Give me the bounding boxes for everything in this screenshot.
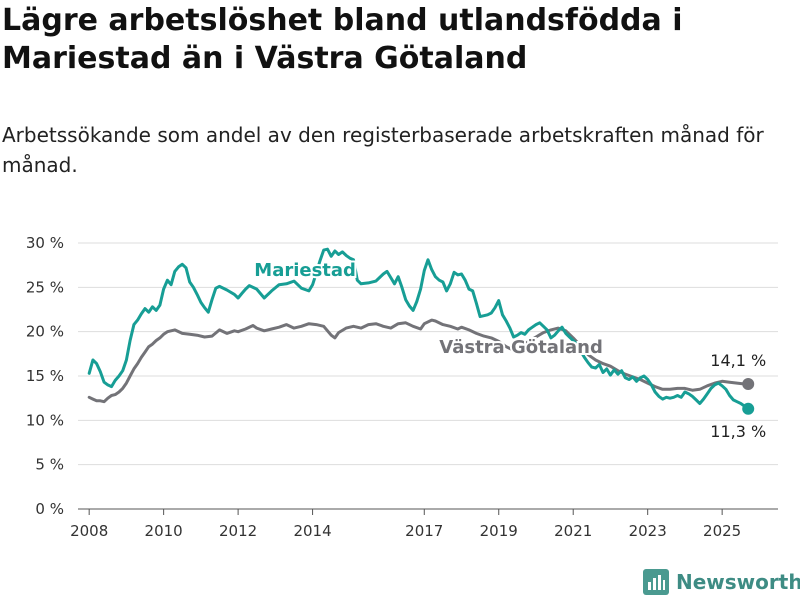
y-tick-label: 30 % (26, 234, 64, 252)
x-tick-label: 2019 (480, 522, 518, 540)
x-axis: 2008 2010 2012 2014 2017 2019 2021 2023 2025 (70, 508, 778, 540)
grid-lines (78, 242, 778, 466)
end-value-label-vastra-gotaland: 14,1 % (710, 351, 766, 370)
chart-subtitle: Arbetssökande som andel av den registerb… (2, 123, 764, 177)
series-label-vastra-gotaland: Västra Götaland (439, 337, 603, 358)
chart-title: Lägre arbetslöshet bland utlandsfödda i … (2, 3, 683, 76)
y-tick-label: 0 % (35, 500, 64, 518)
y-axis-ticks: 0 % 5 % 10 % 15 % 20 % 25 % 30 % (26, 234, 64, 518)
x-tick-label: 2014 (293, 522, 331, 540)
logo-text: Newsworthy (676, 570, 800, 594)
end-point-mariestad (742, 402, 755, 415)
x-tick-label: 2012 (219, 522, 257, 540)
newsworthy-logo: Newsworthy (643, 569, 800, 595)
x-tick-label: 2017 (405, 522, 443, 540)
end-value-label-mariestad: 11,3 % (710, 422, 766, 441)
series-line-vastra-gotaland (87, 318, 750, 404)
y-tick-label: 10 % (26, 411, 64, 429)
series-labels: 14,1 % Västra Götaland 11,3 % Mariestad (252, 258, 766, 441)
x-tick-label: 2008 (70, 522, 108, 540)
x-tick-label: 2010 (145, 522, 183, 540)
y-tick-label: 15 % (26, 367, 64, 385)
x-tick-label: 2023 (629, 522, 667, 540)
y-tick-label: 25 % (26, 278, 64, 296)
bar-chart-logo-icon (643, 569, 669, 595)
end-point-vastra-gotaland (742, 377, 755, 390)
series-label-mariestad: Mariestad (254, 260, 356, 281)
series-line-mariestad (87, 247, 750, 411)
x-tick-label: 2021 (554, 522, 592, 540)
y-tick-label: 5 % (35, 456, 64, 474)
y-tick-label: 20 % (26, 323, 64, 341)
series-lines (87, 247, 755, 415)
x-tick-label: 2025 (703, 522, 741, 540)
